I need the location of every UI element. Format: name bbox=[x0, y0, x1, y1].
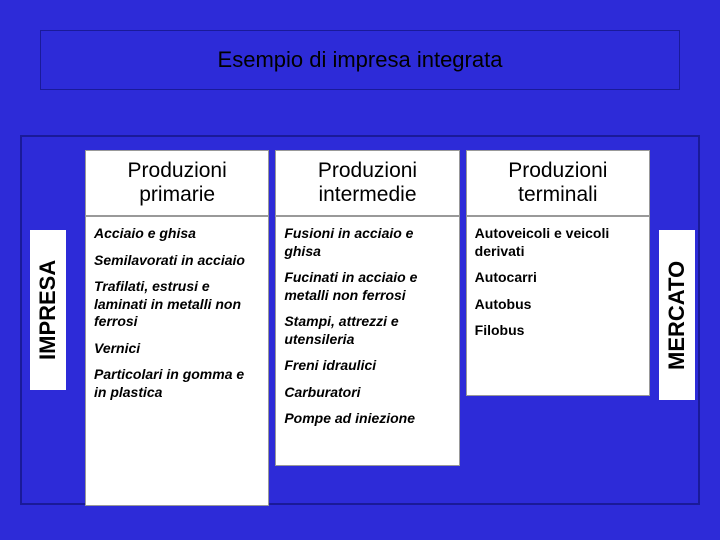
page-title: Esempio di impresa integrata bbox=[218, 47, 503, 73]
list-item: Pompe ad iniezione bbox=[284, 410, 450, 428]
list-item: Carburatori bbox=[284, 384, 450, 402]
col-body-terminali: Autoveicoli e veicoli derivati Autocarri… bbox=[466, 216, 650, 396]
column-bodies-row: Acciaio e ghisa Semilavorati in acciaio … bbox=[85, 216, 650, 506]
col-header-primarie: Produzioni primarie bbox=[85, 150, 269, 216]
list-item: Acciaio e ghisa bbox=[94, 225, 260, 243]
col-header-intermedie: Produzioni intermedie bbox=[275, 150, 459, 216]
label-impresa: IMPRESA bbox=[30, 230, 66, 390]
list-item: Fucinati in acciaio e metalli non ferros… bbox=[284, 269, 450, 304]
list-item: Filobus bbox=[475, 322, 641, 340]
title-box: Esempio di impresa integrata bbox=[40, 30, 680, 90]
col-header-terminali: Produzioni terminali bbox=[466, 150, 650, 216]
list-item: Autoveicoli e veicoli derivati bbox=[475, 225, 641, 260]
list-item: Vernici bbox=[94, 340, 260, 358]
list-item: Freni idraulici bbox=[284, 357, 450, 375]
list-item: Autobus bbox=[475, 296, 641, 314]
list-item: Fusioni in acciaio e ghisa bbox=[284, 225, 450, 260]
column-headers-row: Produzioni primarie Produzioni intermedi… bbox=[85, 150, 650, 216]
list-item: Stampi, attrezzi e utensileria bbox=[284, 313, 450, 348]
list-item: Particolari in gomma e in plastica bbox=[94, 366, 260, 401]
label-mercato-text: MERCATO bbox=[664, 260, 690, 369]
col-body-intermedie: Fusioni in acciaio e ghisa Fucinati in a… bbox=[275, 216, 459, 466]
list-item: Semilavorati in acciaio bbox=[94, 252, 260, 270]
list-item: Trafilati, estrusi e laminati in metalli… bbox=[94, 278, 260, 331]
col-body-primarie: Acciaio e ghisa Semilavorati in acciaio … bbox=[85, 216, 269, 506]
label-impresa-text: IMPRESA bbox=[35, 260, 61, 360]
label-mercato: MERCATO bbox=[659, 230, 695, 400]
list-item: Autocarri bbox=[475, 269, 641, 287]
